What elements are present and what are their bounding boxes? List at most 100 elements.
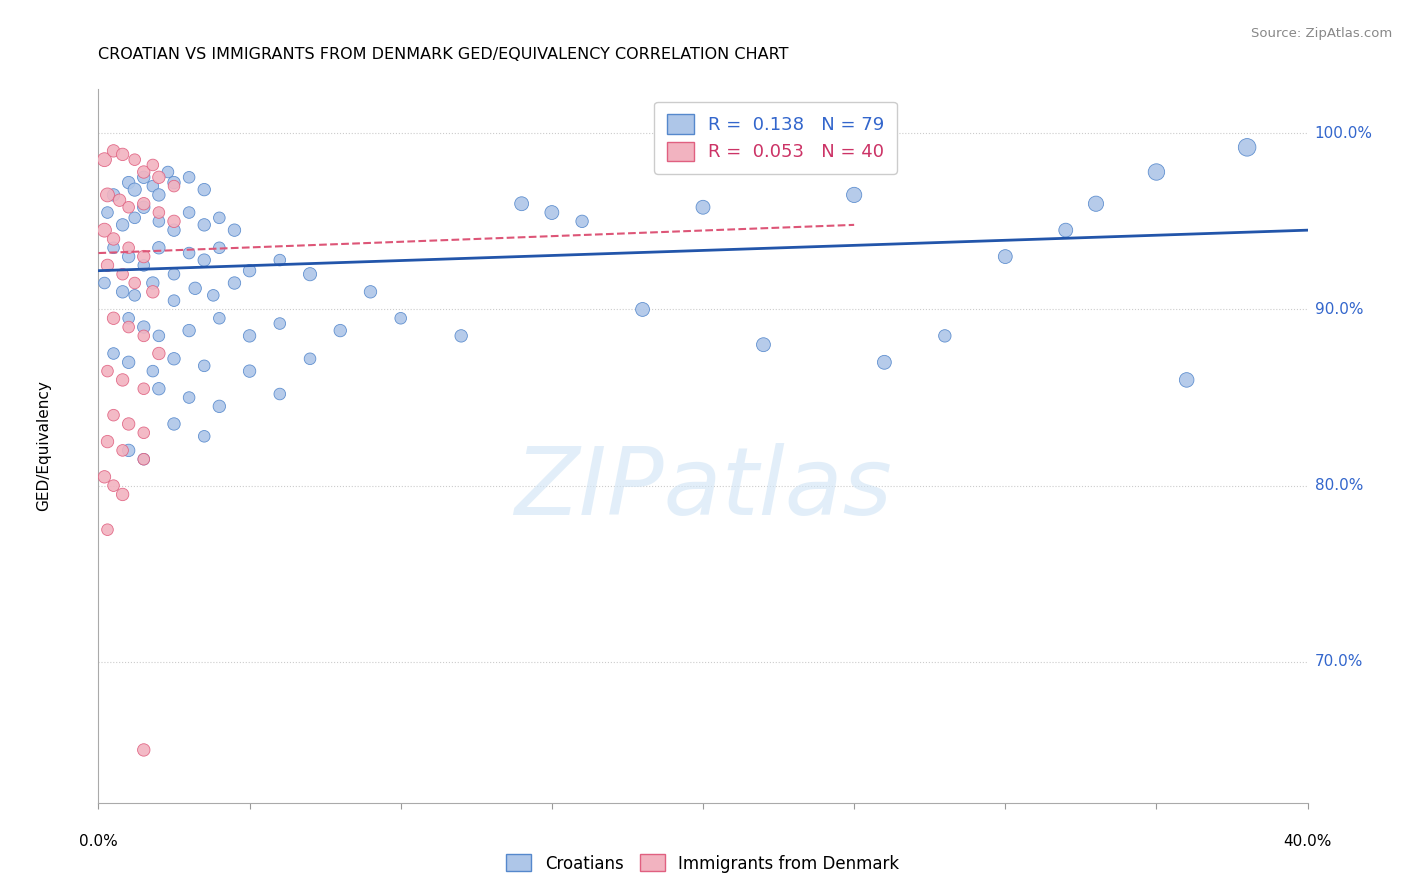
Point (142, 276, 165, 290)
Point (132, 196, 155, 211)
Point (1054, 223, 1077, 237)
Point (163, 293, 186, 308)
Point (208, 311, 231, 326)
Point (124, 153, 146, 167)
Point (571, 214, 593, 228)
Point (752, 337, 775, 351)
Point (148, 241, 170, 255)
Text: 90.0%: 90.0% (1315, 302, 1362, 317)
Point (132, 250, 155, 264)
Point (224, 223, 246, 237)
Point (208, 211, 231, 225)
Point (156, 165, 179, 179)
Point (1085, 196, 1108, 211)
Point (239, 329, 262, 343)
Point (360, 285, 382, 299)
Point (148, 170, 170, 185)
Text: ZIPatlas: ZIPatlas (515, 443, 891, 534)
Point (994, 250, 1017, 264)
Point (111, 267, 134, 281)
Point (96, 434, 118, 449)
Legend: Croatians, Immigrants from Denmark: Croatians, Immigrants from Denmark (499, 847, 907, 880)
Point (299, 351, 322, 366)
Point (132, 329, 155, 343)
Point (163, 223, 186, 237)
Text: GED/Equivalency: GED/Equivalency (37, 381, 52, 511)
Point (389, 311, 412, 326)
Point (132, 165, 155, 179)
Point (118, 241, 141, 255)
Point (118, 176, 141, 190)
Point (179, 246, 201, 260)
Point (108, 193, 131, 207)
Point (631, 302, 654, 317)
Point (208, 241, 231, 255)
Point (163, 351, 186, 366)
Point (148, 382, 170, 396)
Point (540, 205, 562, 219)
Point (142, 158, 165, 172)
Point (118, 417, 141, 431)
Point (142, 364, 165, 378)
Text: 70.0%: 70.0% (1315, 655, 1362, 669)
Point (93, 223, 115, 237)
Point (132, 170, 155, 185)
Point (103, 232, 125, 246)
Point (124, 211, 146, 225)
Point (163, 267, 186, 281)
Point (96, 523, 118, 537)
Point (132, 259, 155, 273)
Point (124, 288, 146, 302)
Point (93, 470, 115, 484)
Point (179, 391, 201, 405)
Point (93, 153, 115, 167)
Point (163, 176, 186, 190)
Point (450, 329, 472, 343)
Point (142, 179, 165, 194)
Point (224, 276, 246, 290)
Point (269, 387, 291, 401)
Point (103, 478, 125, 492)
Point (103, 408, 125, 422)
Point (148, 205, 170, 219)
Point (193, 218, 215, 232)
Point (193, 359, 215, 373)
Point (299, 267, 322, 281)
Point (118, 200, 141, 214)
Point (1144, 165, 1167, 179)
Point (96, 205, 118, 219)
Point (193, 183, 215, 197)
Point (179, 205, 201, 219)
Point (111, 147, 134, 161)
Point (1175, 373, 1198, 387)
Text: 80.0%: 80.0% (1315, 478, 1362, 493)
Text: 40.0%: 40.0% (1284, 834, 1331, 849)
Text: 0.0%: 0.0% (79, 834, 118, 849)
Point (163, 417, 186, 431)
Point (132, 425, 155, 440)
Point (202, 288, 225, 302)
Point (111, 487, 134, 501)
Text: 100.0%: 100.0% (1315, 126, 1372, 141)
Point (96, 188, 118, 202)
Point (269, 253, 291, 268)
Point (132, 452, 155, 467)
Point (118, 311, 141, 326)
Point (163, 214, 186, 228)
Point (103, 241, 125, 255)
Point (873, 355, 896, 369)
Point (124, 276, 146, 290)
Point (269, 317, 291, 331)
Point (93, 276, 115, 290)
Point (132, 743, 155, 757)
Legend: R =  0.138   N = 79, R =  0.053   N = 40: R = 0.138 N = 79, R = 0.053 N = 40 (654, 102, 897, 174)
Point (96, 259, 118, 273)
Point (179, 324, 201, 338)
Point (692, 200, 714, 214)
Point (184, 281, 207, 295)
Point (193, 253, 215, 268)
Point (148, 188, 170, 202)
Point (142, 285, 165, 299)
Point (132, 320, 155, 334)
Point (179, 170, 201, 185)
